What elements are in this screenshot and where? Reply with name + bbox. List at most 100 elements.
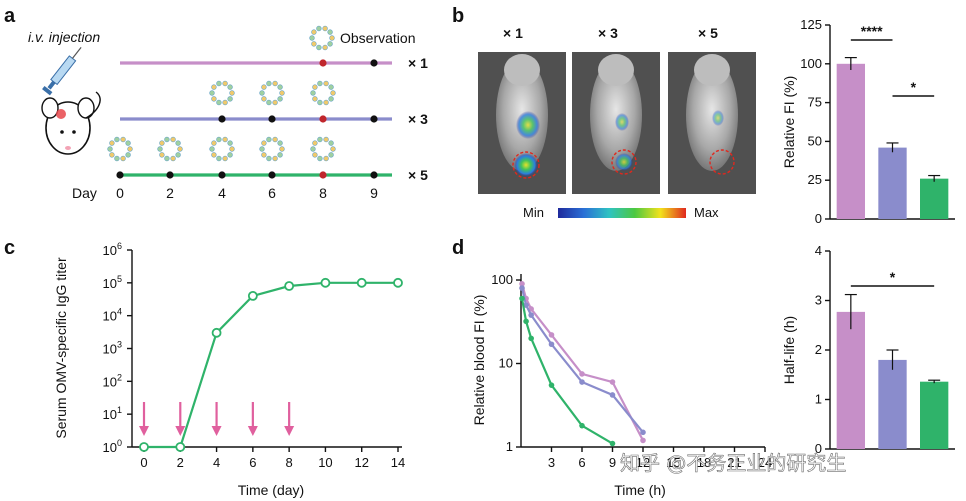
day-tick-0: 0 xyxy=(116,185,124,201)
data-point-0-6 xyxy=(640,437,646,444)
injection-label: i.v. injection xyxy=(28,29,100,45)
bar-0 xyxy=(836,63,865,219)
header-x5: × 5 xyxy=(698,25,718,41)
chart-blood-fi: 3 6 9 12 15 18 21 24 Time (h) 1 10 100 Relative bloo… xyxy=(471,272,772,498)
data-point-2-1 xyxy=(523,318,529,325)
dose-particle-icon xyxy=(209,80,235,106)
data-point-1-0 xyxy=(519,285,525,291)
series-line-0 xyxy=(520,283,644,441)
data-point-0-5 xyxy=(609,379,616,385)
data-point-1-3 xyxy=(548,341,555,348)
injection-arrow-icon xyxy=(211,426,222,436)
watermark: 知乎 @不务正业的研究生 xyxy=(620,451,846,475)
x-tick-label: 18 xyxy=(697,455,711,470)
header-x3: × 3 xyxy=(598,25,618,41)
data-point-7 xyxy=(393,277,403,288)
significance-label-0: **** xyxy=(861,23,883,39)
data-point-0-3 xyxy=(548,332,555,338)
y-axis-label: Relative blood FI (%) xyxy=(471,295,487,426)
dose-particle-icon xyxy=(310,80,336,106)
data-point-6 xyxy=(356,277,367,288)
dose-dot xyxy=(319,59,327,67)
dose-particle-icon xyxy=(259,136,285,162)
data-point-2 xyxy=(211,327,222,338)
x-axis-label: Time (h) xyxy=(614,482,666,498)
y-tick-label: 4 xyxy=(815,243,822,258)
day-tick-9: 9 xyxy=(370,185,378,201)
y-tick-label: 101 xyxy=(103,405,122,422)
x-tick-label: 8 xyxy=(286,455,293,470)
dose-particle-icon xyxy=(107,136,133,162)
data-point-3 xyxy=(247,290,258,301)
y-tick-label: 106 xyxy=(103,241,122,258)
panel-b: × 1 × 3 × 5 Min Max xyxy=(478,25,756,220)
data-point-2-5 xyxy=(609,440,616,447)
observation-particle-icon xyxy=(309,25,335,51)
xray-image-x1 xyxy=(478,52,566,194)
panel-label-d: d xyxy=(452,237,464,259)
x-axis-label: Time (day) xyxy=(238,482,304,498)
data-point-0-0 xyxy=(519,281,525,287)
day-label: Day xyxy=(72,185,97,201)
chart-half-life: 0 1 2 3 4 Half-life (h) * xyxy=(781,243,955,456)
dose-dot xyxy=(319,115,327,123)
panel-label-b: b xyxy=(452,5,464,27)
data-point-2-0 xyxy=(519,295,525,302)
injection-arrow-icon xyxy=(139,426,149,436)
y-tick-label: 104 xyxy=(103,307,122,324)
bar-2 xyxy=(920,178,949,219)
y-tick-label: 0 xyxy=(815,441,822,456)
dose-dot xyxy=(166,171,174,179)
y-tick-label: 100 xyxy=(491,272,513,287)
day-tick-4: 4 xyxy=(218,185,226,201)
data-point-2-2 xyxy=(528,335,534,342)
data-point-1-1 xyxy=(523,302,529,308)
x-tick-label: 10 xyxy=(318,455,332,470)
y-tick-label: 100 xyxy=(103,438,122,455)
dose-particle-icon xyxy=(310,136,336,162)
x-tick-label: 4 xyxy=(213,455,220,470)
x-tick-label: 2 xyxy=(177,455,184,470)
end-dot xyxy=(370,115,378,123)
data-point-4 xyxy=(284,281,295,291)
y-tick-label: 3 xyxy=(815,293,822,308)
injection-arrow-icon xyxy=(175,426,186,436)
injection-arrow-icon xyxy=(247,426,258,436)
dose-particle-icon xyxy=(259,80,285,106)
x-tick-label: 0 xyxy=(140,455,147,470)
end-dot xyxy=(370,171,378,179)
y-tick-label: 0 xyxy=(815,211,822,226)
data-point-1-2 xyxy=(528,312,534,318)
x-tick-label: 6 xyxy=(578,455,585,470)
day-tick-6: 6 xyxy=(268,185,276,201)
syringe-icon xyxy=(42,46,82,96)
observation-label: Observation xyxy=(340,30,415,46)
x-tick-label: 6 xyxy=(249,455,256,470)
y-tick-label: 75 xyxy=(808,95,822,110)
mouse-icon xyxy=(41,91,101,155)
scale-min-label: Min xyxy=(523,205,544,220)
colorbar xyxy=(558,208,686,218)
y-tick-label: 2 xyxy=(815,342,822,357)
chart-igg-titer: 0 2 4 6 8 10 12 14 Time (day) 100 101 102 103 104 105 1… xyxy=(53,241,405,498)
y-tick-label: 1 xyxy=(815,392,822,407)
panel-label-a: a xyxy=(4,5,16,27)
dose-dot xyxy=(268,171,276,179)
day-tick-8: 8 xyxy=(319,185,327,201)
series-line-2 xyxy=(520,298,614,445)
x-tick-label: 12 xyxy=(636,455,650,470)
xray-image-x5 xyxy=(668,52,756,194)
group-label-1: × 3 xyxy=(408,111,428,127)
bar-1 xyxy=(878,147,907,219)
dose-dot xyxy=(319,171,327,179)
significance-label-1: * xyxy=(911,79,917,95)
significance-label-0: * xyxy=(890,269,896,285)
group-label-0: × 1 xyxy=(408,55,428,71)
dose-dot xyxy=(116,171,124,179)
group-label-2: × 5 xyxy=(408,167,428,183)
end-dot xyxy=(370,59,378,67)
day-tick-2: 2 xyxy=(166,185,174,201)
x-tick-label: 3 xyxy=(548,455,555,470)
y-axis-label: Serum OMV-specific IgG titer xyxy=(53,257,69,439)
